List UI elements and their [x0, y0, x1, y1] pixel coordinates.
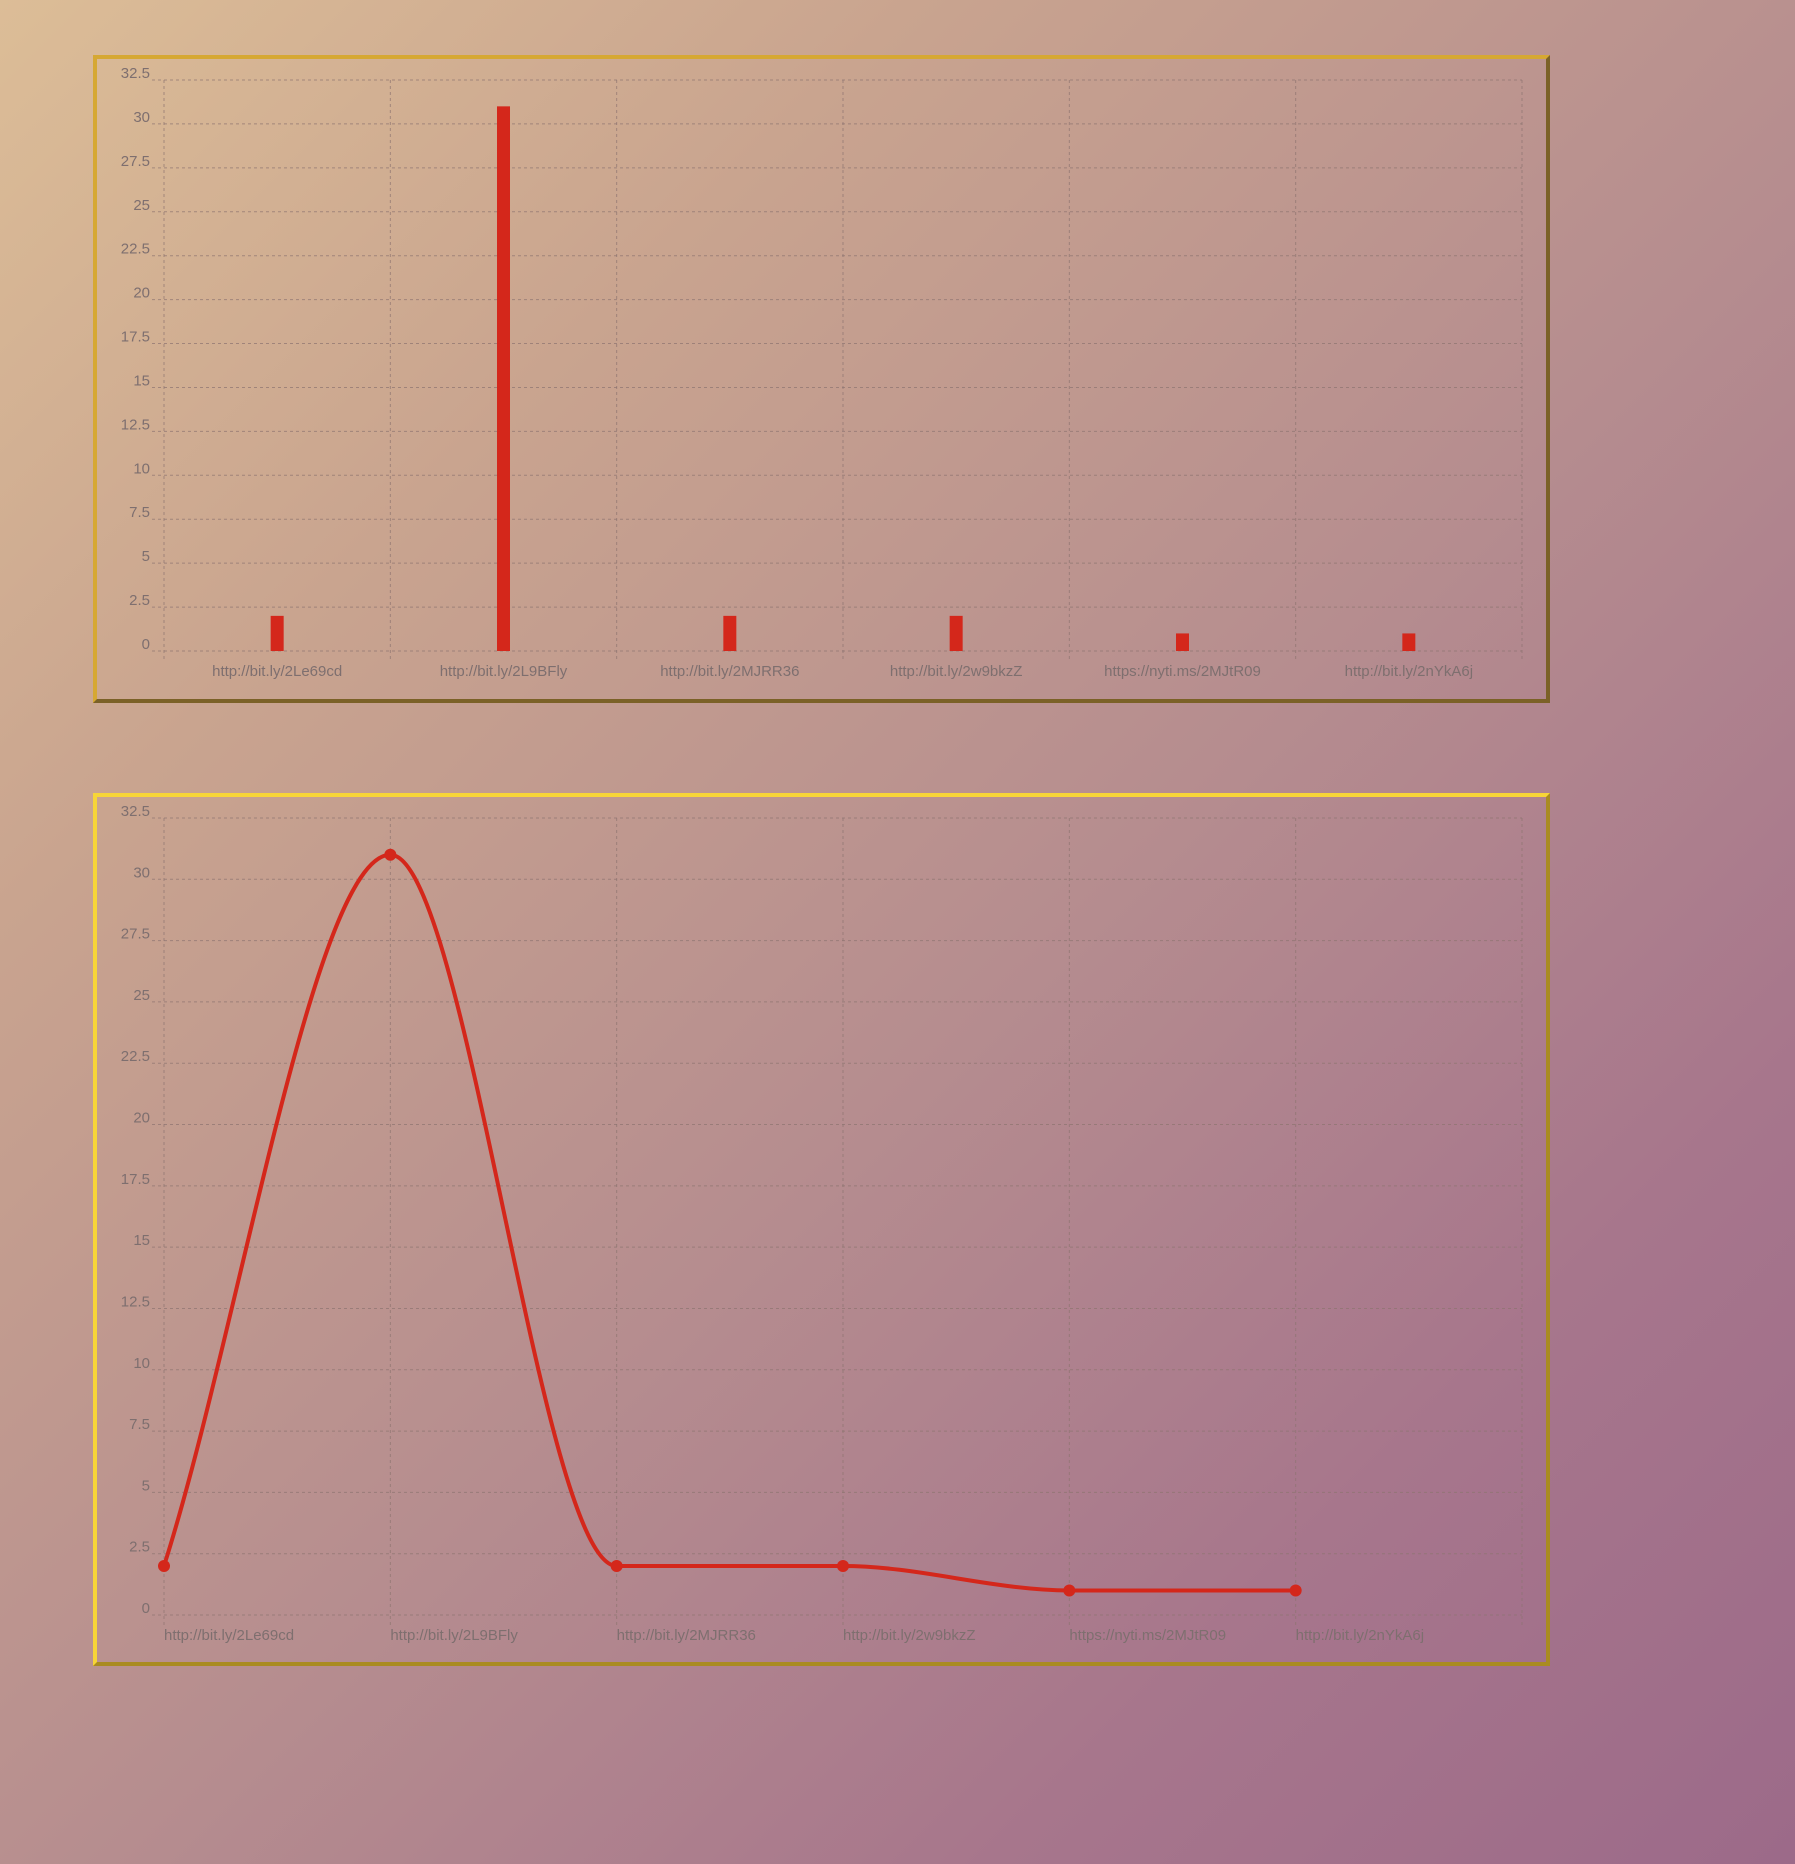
bar-chart: 0 2.5 5 7.5 10 12.5 15 17.5 20 22.5 25 27.5 30 32.5 ht… — [121, 65, 1523, 680]
y-tick-label: 32.5 — [121, 65, 150, 82]
y-tick-label: 10 — [133, 1355, 150, 1372]
bar[interactable] — [1402, 633, 1416, 651]
y-tick-label: 12.5 — [121, 416, 150, 433]
data-point[interactable] — [1063, 1584, 1076, 1597]
x-tick-label: http://bit.ly/2Le69cd — [212, 663, 342, 680]
x-tick-label: https://nyti.ms/2MJtR09 — [1069, 1627, 1226, 1644]
x-tick-label: http://bit.ly/2L9BFly — [390, 1627, 518, 1644]
bar[interactable] — [723, 615, 737, 651]
bar-chart-panel — [93, 55, 1550, 703]
y-tick-label: 7.5 — [129, 504, 150, 521]
x-tick-label: http://bit.ly/2L9BFly — [440, 663, 568, 680]
y-tick-label: 5 — [142, 1477, 150, 1494]
y-tick-label: 2.5 — [129, 592, 150, 609]
y-tick-label: 20 — [133, 285, 150, 302]
y-tick-label: 20 — [133, 1110, 150, 1127]
x-tick-label: http://bit.ly/2MJRR36 — [617, 1627, 756, 1644]
bar[interactable] — [497, 106, 510, 652]
x-tick-label: http://bit.ly/2MJRR36 — [660, 663, 799, 680]
line-chart-panel — [93, 793, 1550, 1666]
x-tick-label: https://nyti.ms/2MJtR09 — [1104, 663, 1261, 680]
bar[interactable] — [270, 615, 284, 651]
y-tick-label: 0 — [142, 1600, 150, 1617]
y-tick-label: 2.5 — [129, 1539, 150, 1556]
y-tick-label: 32.5 — [121, 803, 150, 820]
y-tick-label: 27.5 — [121, 926, 150, 943]
series-line — [162, 852, 1296, 1593]
y-tick-label: 15 — [133, 372, 150, 389]
x-tick-label: http://bit.ly/2nYkA6j — [1296, 1627, 1424, 1644]
bar[interactable] — [1176, 633, 1189, 651]
y-tick-label: 27.5 — [121, 153, 150, 170]
data-point[interactable] — [610, 1559, 623, 1572]
data-point[interactable] — [837, 1559, 849, 1572]
data-point[interactable] — [1289, 1584, 1302, 1597]
y-tick-label: 25 — [133, 987, 150, 1004]
y-tick-label: 0 — [142, 636, 150, 653]
y-tick-label: 25 — [133, 197, 150, 214]
y-tick-label: 30 — [133, 109, 150, 126]
line-chart: 0 2.5 5 7.5 10 12.5 15 17.5 20 22.5 25 27.5 30 32.5 ht… — [121, 803, 1523, 1644]
bar[interactable] — [949, 615, 963, 651]
y-tick-label: 7.5 — [129, 1416, 150, 1433]
y-tick-label: 5 — [142, 548, 150, 565]
x-tick-label: http://bit.ly/2Le69cd — [164, 1627, 294, 1644]
data-point[interactable] — [158, 1559, 170, 1572]
y-tick-label: 10 — [133, 460, 150, 477]
y-tick-label: 17.5 — [121, 1171, 150, 1188]
x-tick-label: http://bit.ly/2w9bkzZ — [843, 1627, 976, 1644]
x-tick-label: http://bit.ly/2nYkA6j — [1345, 663, 1473, 680]
y-tick-label: 22.5 — [121, 1048, 150, 1065]
x-tick-label: http://bit.ly/2w9bkzZ — [890, 663, 1023, 680]
y-tick-label: 12.5 — [121, 1293, 150, 1310]
y-tick-label: 30 — [133, 864, 150, 881]
y-tick-label: 22.5 — [121, 241, 150, 258]
y-tick-label: 15 — [133, 1232, 150, 1249]
data-point[interactable] — [384, 848, 397, 861]
y-tick-label: 17.5 — [121, 329, 150, 346]
